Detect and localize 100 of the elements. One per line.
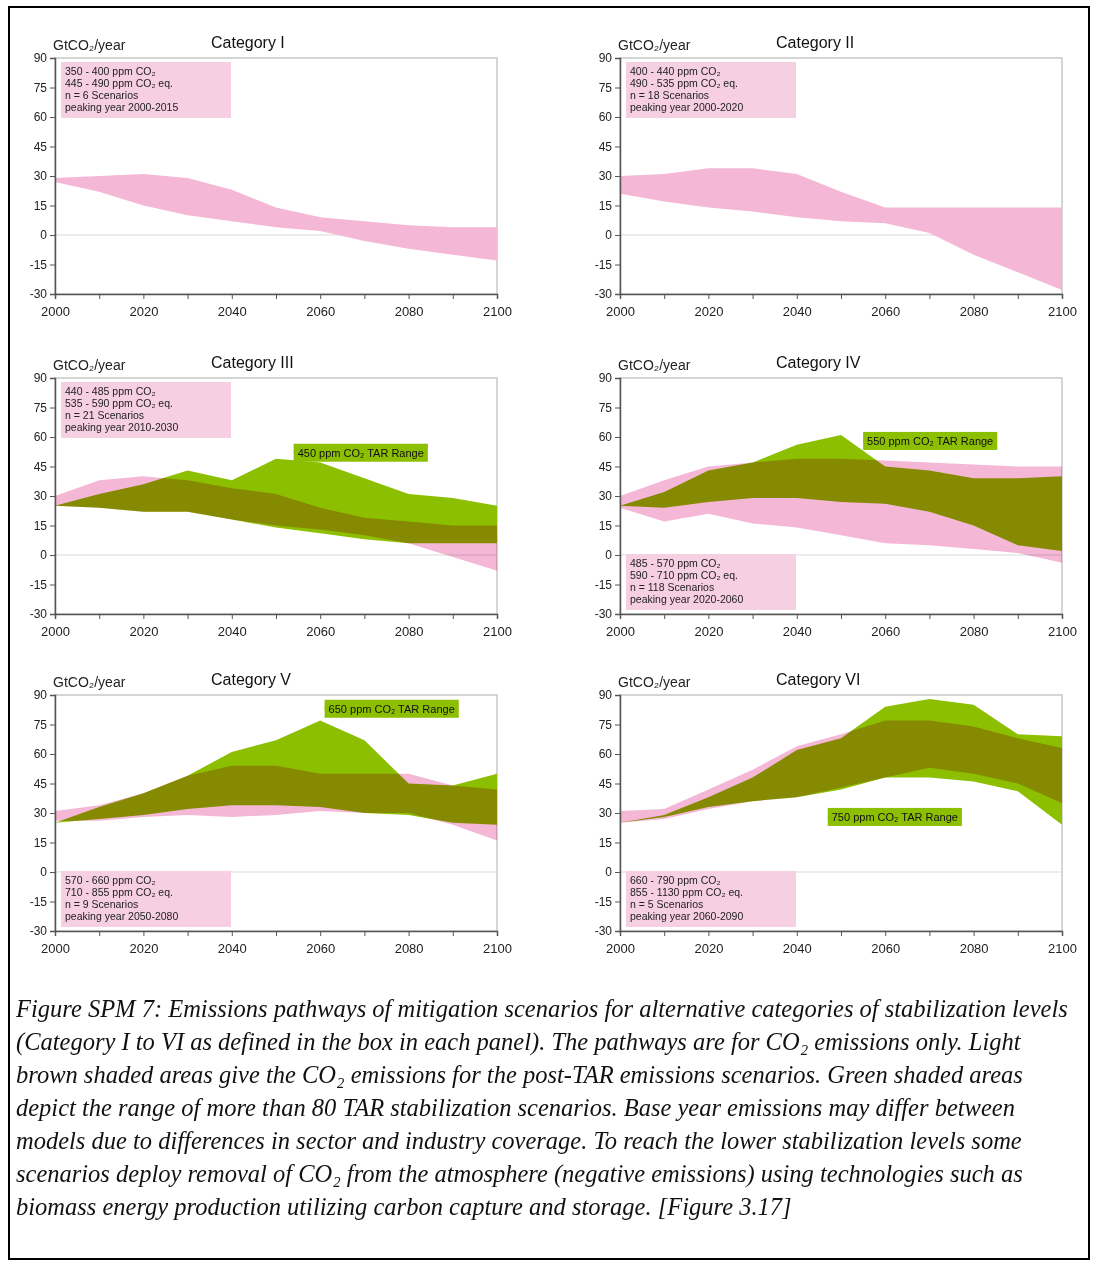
chart-title: Category V bbox=[211, 671, 292, 688]
annotation: 855 - 1130 ppm CO₂ eq. bbox=[630, 886, 744, 898]
y-tick-label: -15 bbox=[594, 894, 613, 909]
annotation: peaking year 2000-2020 bbox=[630, 101, 744, 113]
legend-label: 550 ppm CO₂ TAR Range bbox=[867, 434, 994, 447]
y-tick-label: 30 bbox=[598, 169, 613, 184]
y-tick-label: 90 bbox=[33, 51, 48, 66]
legend-label: 650 ppm CO₂ TAR Range bbox=[328, 702, 455, 715]
annotation: peaking year 2050-2080 bbox=[65, 910, 179, 922]
y-tick-label: 0 bbox=[605, 228, 613, 243]
x-tick-label: 2020 bbox=[694, 624, 724, 640]
y-tick-label: 15 bbox=[598, 835, 613, 850]
x-tick-label: 2080 bbox=[394, 304, 424, 320]
y-axis-title: GtCO₂/year bbox=[53, 674, 126, 690]
y-tick-label: 75 bbox=[33, 80, 48, 95]
y-tick-label: 60 bbox=[598, 747, 613, 762]
x-tick-label: 2040 bbox=[217, 624, 247, 640]
x-tick-label: 2000 bbox=[606, 304, 635, 320]
x-tick-label: 2040 bbox=[782, 304, 812, 320]
annotation: peaking year 2060-2090 bbox=[630, 910, 744, 922]
x-tick-label: 2060 bbox=[871, 304, 901, 320]
y-tick-label: -15 bbox=[29, 577, 48, 592]
y-tick-label: 0 bbox=[605, 865, 613, 880]
y-tick-label: 60 bbox=[598, 110, 613, 125]
y-tick-label: 45 bbox=[598, 459, 613, 474]
annotation: 710 - 855 ppm CO₂ eq. bbox=[65, 886, 173, 898]
chart-title: Category I bbox=[211, 34, 285, 51]
y-tick-label: -30 bbox=[29, 924, 48, 939]
x-tick-label: 2020 bbox=[129, 624, 159, 640]
x-tick-label: 2020 bbox=[129, 304, 159, 320]
x-tick-label: 2040 bbox=[782, 624, 812, 640]
y-tick-label: -15 bbox=[29, 894, 48, 909]
x-tick-label: 2020 bbox=[129, 941, 159, 957]
y-tick-label: 60 bbox=[598, 430, 613, 445]
x-tick-label: 2080 bbox=[394, 624, 424, 640]
y-tick-label: 0 bbox=[40, 228, 48, 243]
y-tick-label: 30 bbox=[33, 489, 48, 504]
annotation: 440 - 485 ppm CO₂ bbox=[65, 385, 156, 397]
y-tick-label: 75 bbox=[598, 717, 613, 732]
annotation: n = 21 Scenarios bbox=[65, 409, 145, 421]
legend-label: 750 ppm CO₂ TAR Range bbox=[831, 810, 958, 823]
y-tick-label: -30 bbox=[594, 924, 613, 939]
y-tick-label: 30 bbox=[33, 806, 48, 821]
annotation: peaking year 2010-2030 bbox=[65, 421, 179, 433]
y-tick-label: 75 bbox=[598, 400, 613, 415]
x-tick-label: 2040 bbox=[217, 304, 247, 320]
y-tick-label: 0 bbox=[605, 548, 613, 563]
x-tick-label: 2000 bbox=[41, 304, 70, 320]
y-tick-label: 90 bbox=[598, 688, 613, 703]
annotation: n = 6 Scenarios bbox=[65, 89, 139, 101]
y-tick-label: -30 bbox=[29, 607, 48, 622]
y-tick-label: -30 bbox=[594, 607, 613, 622]
x-tick-label: 2080 bbox=[394, 941, 424, 957]
chart-title: Category III bbox=[211, 354, 294, 371]
x-tick-label: 2080 bbox=[959, 941, 989, 957]
annotation: 400 - 440 ppm CO₂ bbox=[630, 65, 721, 77]
text: Figure SPM 7: Emissions pathways of mitigation scenarios for alternative categories of stabilization levels (Category I to VI as defined in the box in each panel). The pathways are for CO₂ emissions only. Light brown shaded areas give the CO₂ emissions for the post-TAR emissions scenarios. Green shaded areas depict the range of more than 80 TAR stabilization scenarios. Base year emissions may differ between models due to differences in sector and industry coverage. To reach the lower stabilization levels some scenarios deploy removal of CO₂ from the atmosphere (negative emissions) using technologies such as biomass energy production utilizing carbon capture and storage. [Figure 3.17] bbox=[16, 994, 1069, 1222]
y-axis-title: GtCO₂/year bbox=[53, 37, 126, 53]
chart-title: Category VI bbox=[776, 671, 861, 688]
y-tick-label: -30 bbox=[29, 287, 48, 302]
annotation: 590 - 710 ppm CO₂ eq. bbox=[630, 569, 738, 581]
x-tick-label: 2100 bbox=[1048, 304, 1077, 320]
x-tick-label: 2060 bbox=[306, 624, 336, 640]
annotation: 535 - 590 ppm CO₂ eq. bbox=[65, 397, 173, 409]
annotation: n = 5 Scenarios bbox=[630, 898, 704, 910]
y-axis-title: GtCO₂/year bbox=[618, 357, 691, 373]
y-tick-label: 60 bbox=[33, 430, 48, 445]
annotation: 490 - 535 ppm CO₂ eq. bbox=[630, 77, 738, 89]
annotation: 660 - 790 ppm CO₂ bbox=[630, 874, 721, 886]
y-tick-label: 0 bbox=[40, 548, 48, 563]
y-axis-title: GtCO₂/year bbox=[618, 37, 691, 53]
annotation: peaking year 2000-2015 bbox=[65, 101, 179, 113]
x-tick-label: 2040 bbox=[217, 941, 247, 957]
annotation: n = 18 Scenarios bbox=[630, 89, 710, 101]
x-tick-label: 2100 bbox=[483, 304, 512, 320]
x-tick-label: 2080 bbox=[959, 624, 989, 640]
y-tick-label: 15 bbox=[598, 518, 613, 533]
annotation: 350 - 400 ppm CO₂ bbox=[65, 65, 156, 77]
annotation: n = 118 Scenarios bbox=[630, 581, 715, 593]
y-tick-label: 30 bbox=[33, 169, 48, 184]
x-tick-label: 2000 bbox=[606, 624, 635, 640]
annotation: 485 - 570 ppm CO₂ bbox=[630, 557, 721, 569]
y-tick-label: 30 bbox=[598, 806, 613, 821]
y-tick-label: 45 bbox=[33, 459, 48, 474]
legend-label: 450 ppm CO₂ TAR Range bbox=[297, 446, 424, 459]
y-tick-label: 15 bbox=[33, 198, 48, 213]
x-tick-label: 2060 bbox=[871, 624, 901, 640]
x-tick-label: 2080 bbox=[959, 304, 989, 320]
x-tick-label: 2100 bbox=[483, 624, 512, 640]
x-tick-label: 2100 bbox=[483, 941, 512, 957]
y-tick-label: 90 bbox=[598, 371, 613, 386]
y-tick-label: 45 bbox=[33, 139, 48, 154]
y-tick-label: 90 bbox=[33, 371, 48, 386]
y-tick-label: 0 bbox=[40, 865, 48, 880]
x-tick-label: 2020 bbox=[694, 941, 724, 957]
y-tick-label: 75 bbox=[598, 80, 613, 95]
y-tick-label: 15 bbox=[33, 835, 48, 850]
y-axis-title: GtCO₂/year bbox=[53, 357, 126, 373]
y-tick-label: 15 bbox=[598, 198, 613, 213]
x-tick-label: 2000 bbox=[41, 624, 70, 640]
